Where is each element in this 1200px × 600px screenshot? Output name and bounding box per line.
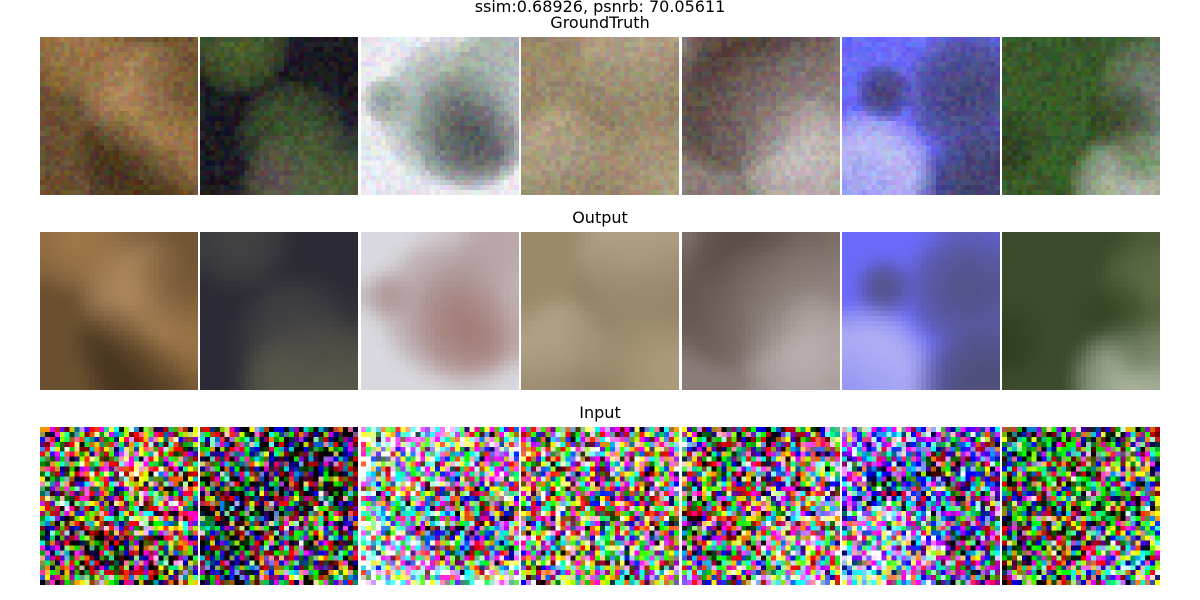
image-output	[40, 232, 198, 390]
image-output	[361, 232, 519, 390]
image-input	[361, 427, 519, 585]
row-title-output: Output	[572, 208, 628, 227]
image-input	[40, 427, 198, 585]
row-title-groundtruth: GroundTruth	[550, 13, 650, 32]
image-groundtruth	[842, 37, 1000, 195]
image-input	[521, 427, 679, 585]
image-output	[842, 232, 1000, 390]
image-output	[682, 232, 840, 390]
image-input	[682, 427, 840, 585]
image-groundtruth	[682, 37, 840, 195]
image-groundtruth	[361, 37, 519, 195]
figure-suptitle: ssim:0.68926, psnrb: 70.05611	[474, 0, 726, 16]
image-output	[1002, 232, 1160, 390]
image-output	[200, 232, 358, 390]
image-input	[842, 427, 1000, 585]
image-groundtruth	[1002, 37, 1160, 195]
image-input	[200, 427, 358, 585]
row-title-input: Input	[579, 403, 621, 422]
image-groundtruth	[40, 37, 198, 195]
image-groundtruth	[521, 37, 679, 195]
image-input	[1002, 427, 1160, 585]
image-output	[521, 232, 679, 390]
image-groundtruth	[200, 37, 358, 195]
